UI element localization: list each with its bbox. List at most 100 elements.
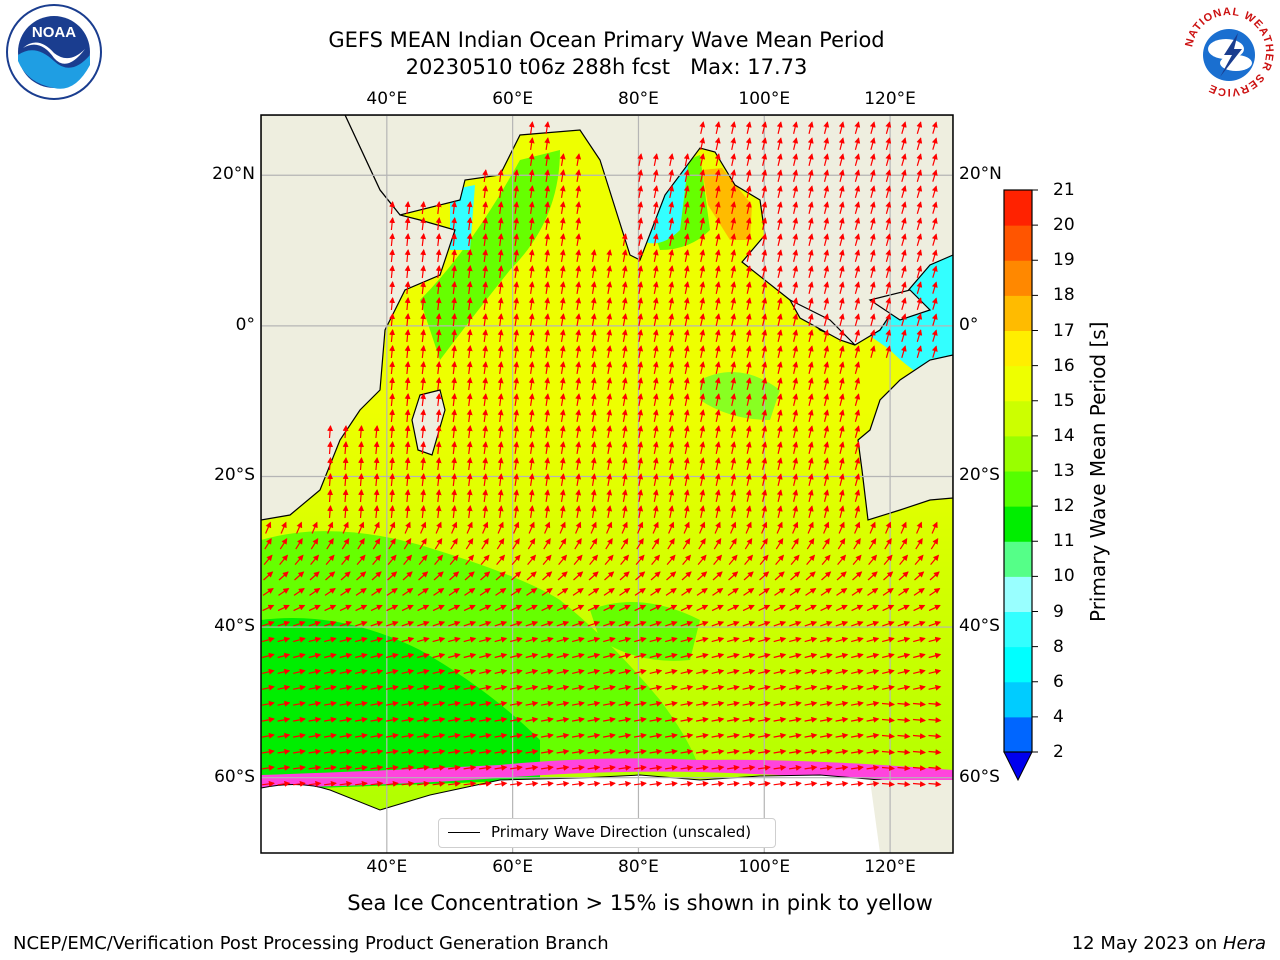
colorbar-label: 17 — [1053, 320, 1075, 341]
wave-direction-arrow — [792, 377, 799, 390]
land-australia — [857, 354, 953, 521]
wave-direction-arrow — [854, 329, 861, 342]
wave-direction-arrow — [807, 473, 814, 486]
wave-direction-arrow — [916, 121, 923, 134]
wave-direction-arrow — [761, 185, 768, 198]
wave-direction-arrow — [792, 169, 799, 182]
wave-direction-arrow — [652, 345, 659, 359]
wave-direction-arrow — [482, 217, 489, 230]
wave-direction-arrow — [854, 185, 861, 198]
x-tick-bottom-label: 120°E — [864, 857, 916, 877]
wave-direction-arrow — [792, 217, 799, 230]
wave-direction-arrow — [528, 345, 535, 358]
wave-direction-arrow — [869, 169, 876, 182]
colorbar-label: 20 — [1053, 215, 1075, 236]
wave-direction-arrow — [823, 361, 830, 374]
sea-ice-fringe — [261, 758, 953, 788]
wave-direction-arrow — [668, 233, 675, 247]
wave-direction-arrow — [606, 441, 613, 455]
wave-direction-arrow — [900, 233, 907, 246]
wave-direction-arrow — [854, 169, 861, 182]
wave-direction-arrow — [497, 329, 504, 342]
wave-direction-arrow — [745, 265, 752, 278]
wave-direction-arrow — [497, 249, 504, 262]
wave-direction-arrow — [559, 345, 566, 359]
wave-direction-arrow — [265, 521, 272, 534]
wave-direction-arrow — [652, 281, 659, 295]
wave-direction-arrow — [420, 345, 427, 359]
wave-direction-arrow — [606, 425, 613, 439]
wave-direction-arrow — [823, 201, 830, 214]
wave-direction-arrow — [807, 441, 814, 454]
wave-direction-arrow — [714, 489, 721, 503]
wave-direction-arrow — [807, 217, 814, 230]
wave-direction-arrow — [885, 249, 892, 262]
wave-direction-arrow — [435, 249, 442, 263]
wave-direction-arrow — [606, 457, 613, 471]
wave-direction-arrow — [513, 281, 520, 294]
wave-direction-arrow — [900, 169, 907, 182]
wave-direction-arrow — [559, 393, 566, 407]
wave-direction-arrow — [823, 505, 830, 518]
wave-direction-arrow — [482, 201, 489, 214]
wave-direction-arrow — [807, 457, 814, 470]
wave-direction-arrow — [854, 457, 861, 470]
wave-direction-arrow — [466, 393, 473, 407]
wave-direction-arrow — [854, 473, 861, 486]
wave-direction-arrow — [668, 313, 675, 327]
wave-direction-arrow — [559, 425, 566, 439]
wave-direction-arrow — [699, 329, 706, 343]
wave-direction-arrow — [513, 217, 520, 230]
wave-direction-arrow — [559, 329, 566, 343]
wave-direction-arrow — [807, 281, 814, 294]
wave-direction-arrow — [513, 473, 520, 486]
wave-direction-arrow — [637, 393, 644, 407]
wave-direction-arrow — [745, 425, 752, 438]
wave-direction-arrow — [668, 281, 675, 295]
wave-direction-arrow — [466, 441, 473, 455]
wave-direction-arrow — [404, 473, 411, 487]
wave-direction-arrow — [435, 265, 442, 279]
wave-direction-arrow — [451, 217, 458, 231]
wave-direction-arrow — [838, 505, 845, 518]
wave-direction-arrow — [730, 265, 737, 279]
colorbar-bin — [1004, 506, 1032, 542]
x-tick-top-label: 100°E — [738, 89, 791, 109]
wave-direction-arrow — [714, 297, 721, 311]
wave-direction-arrow — [714, 121, 721, 135]
colorbar-label: 8 — [1053, 636, 1064, 657]
wave-direction-arrow — [869, 265, 876, 278]
wave-direction-arrow — [389, 521, 396, 534]
wave-direction-arrow — [761, 137, 768, 150]
wave-direction-arrow — [544, 345, 551, 358]
wave-direction-arrow — [637, 329, 644, 343]
wave-direction-arrow — [776, 137, 783, 150]
sea-ice-note: Sea Ice Concentration > 15% is shown in … — [347, 891, 933, 915]
wave-direction-arrow — [745, 185, 752, 198]
wave-direction-arrow — [544, 233, 551, 246]
wave-direction-arrow — [420, 473, 427, 487]
wave-direction-arrow — [823, 121, 830, 134]
wave-direction-arrow — [497, 265, 504, 278]
wave-direction-arrow — [497, 425, 504, 438]
wave-direction-arrow — [730, 249, 737, 263]
wave-direction-arrow — [776, 121, 783, 134]
wave-direction-arrow — [714, 137, 721, 151]
wave-direction-arrow — [513, 201, 520, 214]
wave-direction-arrow — [575, 393, 582, 407]
colorbar-label: 19 — [1053, 250, 1075, 271]
wave-direction-arrow — [342, 441, 349, 455]
wave-direction-arrow — [792, 249, 799, 262]
wave-direction-arrow — [389, 233, 396, 247]
wave-direction-arrow — [652, 201, 659, 215]
wave-direction-arrow — [420, 457, 427, 471]
wave-direction-arrow — [792, 489, 799, 502]
wave-direction-arrow — [389, 393, 396, 407]
wave-direction-arrow — [745, 201, 752, 214]
wave-direction-arrow — [745, 313, 752, 326]
wave-direction-arrow — [327, 521, 334, 534]
wave-direction-arrow — [745, 153, 752, 166]
wave-direction-arrow — [652, 265, 659, 279]
wave-direction-arrow — [652, 217, 659, 231]
wave-direction-arrow — [497, 441, 504, 454]
